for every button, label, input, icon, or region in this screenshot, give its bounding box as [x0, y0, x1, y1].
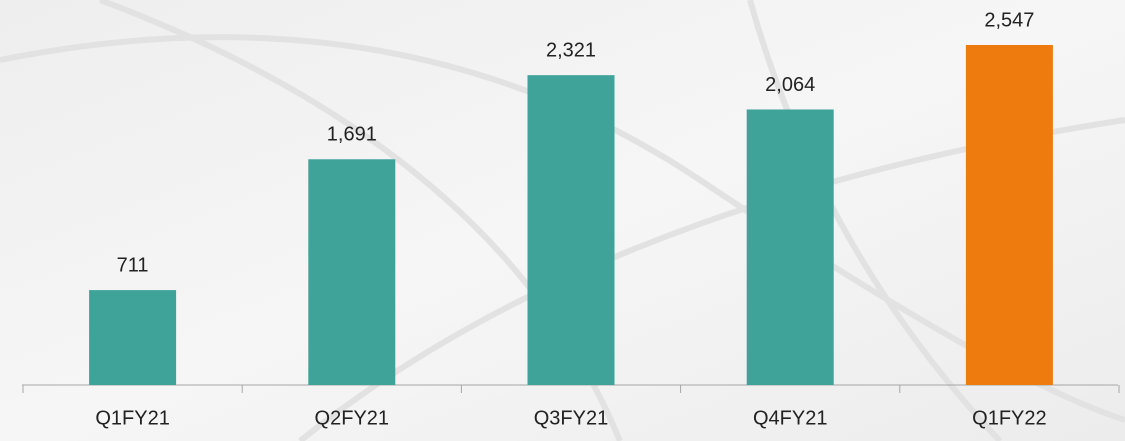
- x-tick-label: Q3FY21: [534, 407, 608, 429]
- bar: [747, 109, 834, 385]
- bar: [308, 159, 395, 385]
- chart: Q1FY21 711 Q2FY21 1,691 Q3FY21 2,321 Q4FY21 2,0…: [0, 0, 1125, 441]
- data-label: 1,691: [327, 124, 377, 146]
- bar: [966, 45, 1053, 385]
- data-label: 2,547: [984, 9, 1034, 31]
- data-label: 2,064: [765, 74, 815, 96]
- x-tick-label: Q2FY21: [315, 407, 389, 429]
- data-label: 711: [117, 254, 149, 276]
- bar: [528, 75, 615, 385]
- x-tick-label: Q1FY21: [95, 407, 169, 429]
- bar: [89, 290, 176, 385]
- x-tick-label: Q1FY22: [972, 407, 1046, 429]
- data-label: 2,321: [546, 39, 596, 61]
- x-tick-label: Q4FY21: [753, 407, 827, 429]
